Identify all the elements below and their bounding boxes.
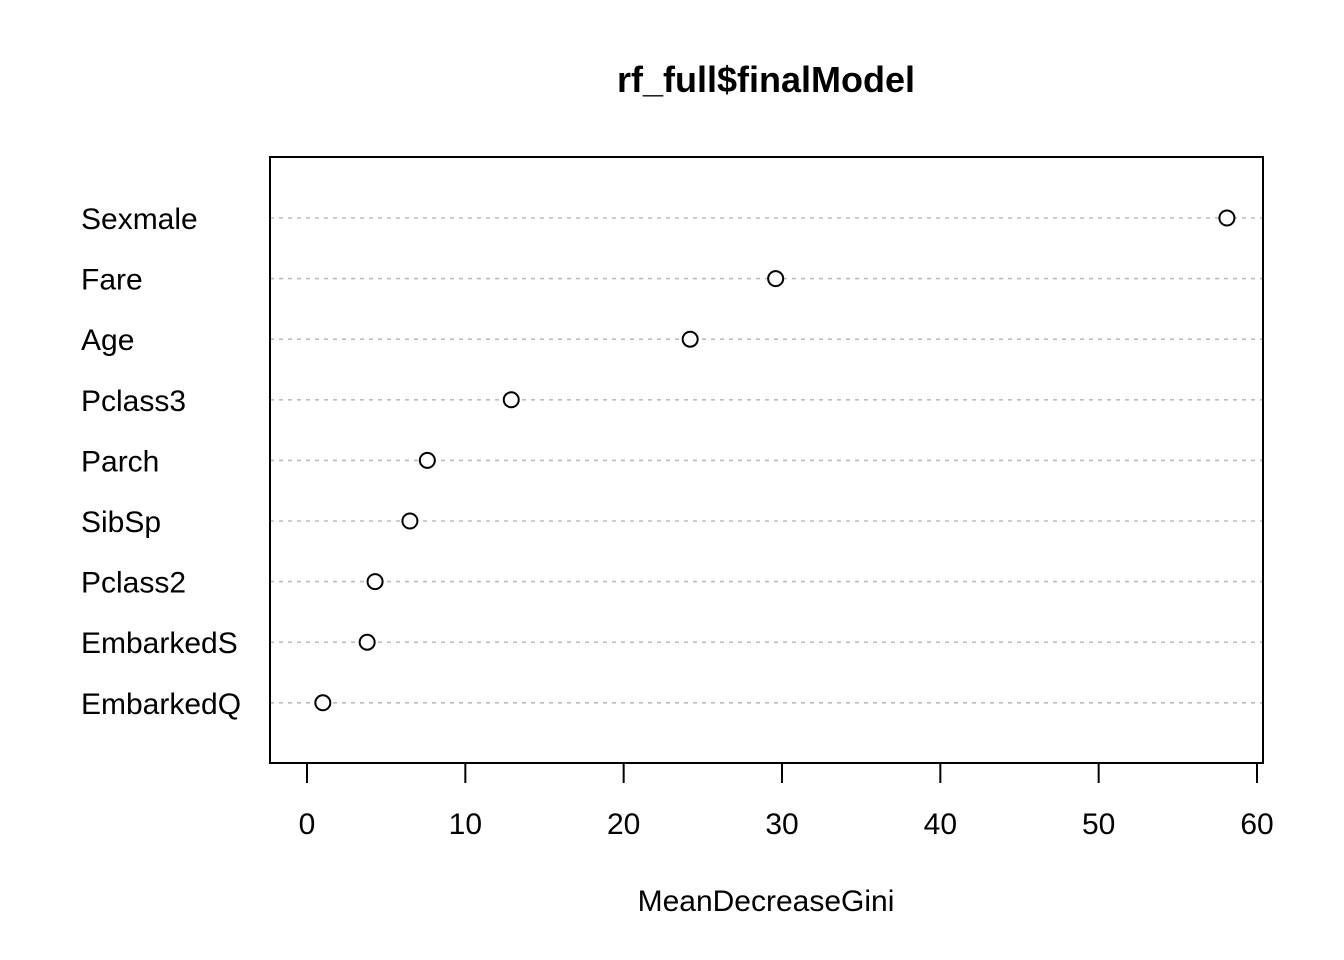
data-point [314,694,332,712]
grid-lines [270,217,1263,704]
x-tick-label: 0 [299,808,316,841]
data-points [314,209,1236,712]
data-point [767,270,785,288]
x-tick-label: 60 [1240,808,1273,841]
data-point [401,512,419,530]
data-point [358,633,376,651]
x-tick-label: 50 [1082,808,1115,841]
category-label: Fare [81,264,143,297]
x-tick-label: 20 [607,808,640,841]
x-tick-label: 10 [449,808,482,841]
data-point [681,330,699,348]
category-label: Pclass2 [81,567,186,600]
category-label: Age [81,324,134,357]
chart-title: rf_full$finalModel [617,59,915,100]
data-point [1218,209,1236,227]
category-label: SibSp [81,506,161,539]
data-point [418,451,436,469]
category-label: EmbarkedS [81,627,238,660]
y-axis-labels: Sexmale Fare Age Pclass3 Parch SibSp Pclass2 Em… [81,203,241,721]
category-label: Sexmale [81,203,198,236]
category-label: EmbarkedQ [81,688,241,721]
x-axis-label: MeanDecreaseGini [638,885,895,918]
x-tick-label: 30 [765,808,798,841]
data-point [366,573,384,591]
data-point [502,391,520,409]
category-label: Parch [81,445,159,478]
category-label: Pclass3 [81,385,186,418]
x-axis: 0 10 20 30 40 50 60 [299,762,1274,841]
x-tick-label: 40 [924,808,957,841]
